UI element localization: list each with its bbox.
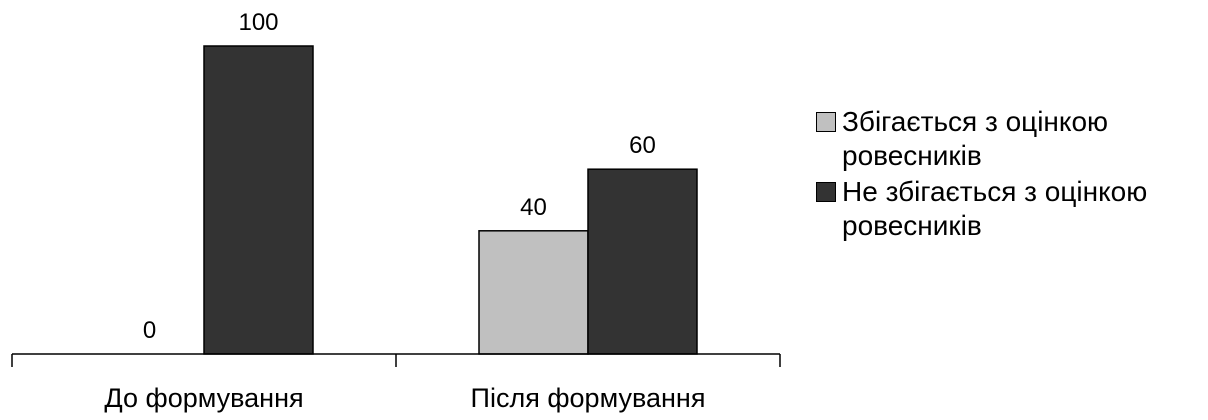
legend-item-matches: Збігається з оцінкою ровесників <box>816 105 1208 173</box>
legend-swatch-not-matches <box>816 182 836 202</box>
data-label-0-0: 0 <box>143 317 156 344</box>
x-tick-label-0: До формування <box>104 383 303 413</box>
bar-1-0 <box>478 230 589 355</box>
x-tick-label-1: Після формування <box>471 383 706 413</box>
data-label-0-1: 100 <box>238 9 278 36</box>
legend-label-matches: Збігається з оцінкою ровесників <box>842 106 1109 171</box>
bar-0-1 <box>203 45 314 355</box>
bars-layer <box>203 45 698 355</box>
x-axis: До формування Після формування <box>11 353 781 413</box>
data-label-1-0: 40 <box>520 194 547 221</box>
bar-1-1 <box>587 168 698 355</box>
legend: Збігається з оцінкою ровесників Не збіга… <box>816 105 1208 245</box>
data-labels: 0 100 40 60 <box>143 9 656 344</box>
legend-swatch-matches <box>816 112 836 132</box>
legend-label-not-matches: Не збігається з оцінкою ровесників <box>842 176 1148 241</box>
legend-item-not-matches: Не збігається з оцінкою ровесників <box>816 175 1208 243</box>
data-label-1-1: 60 <box>629 132 656 159</box>
